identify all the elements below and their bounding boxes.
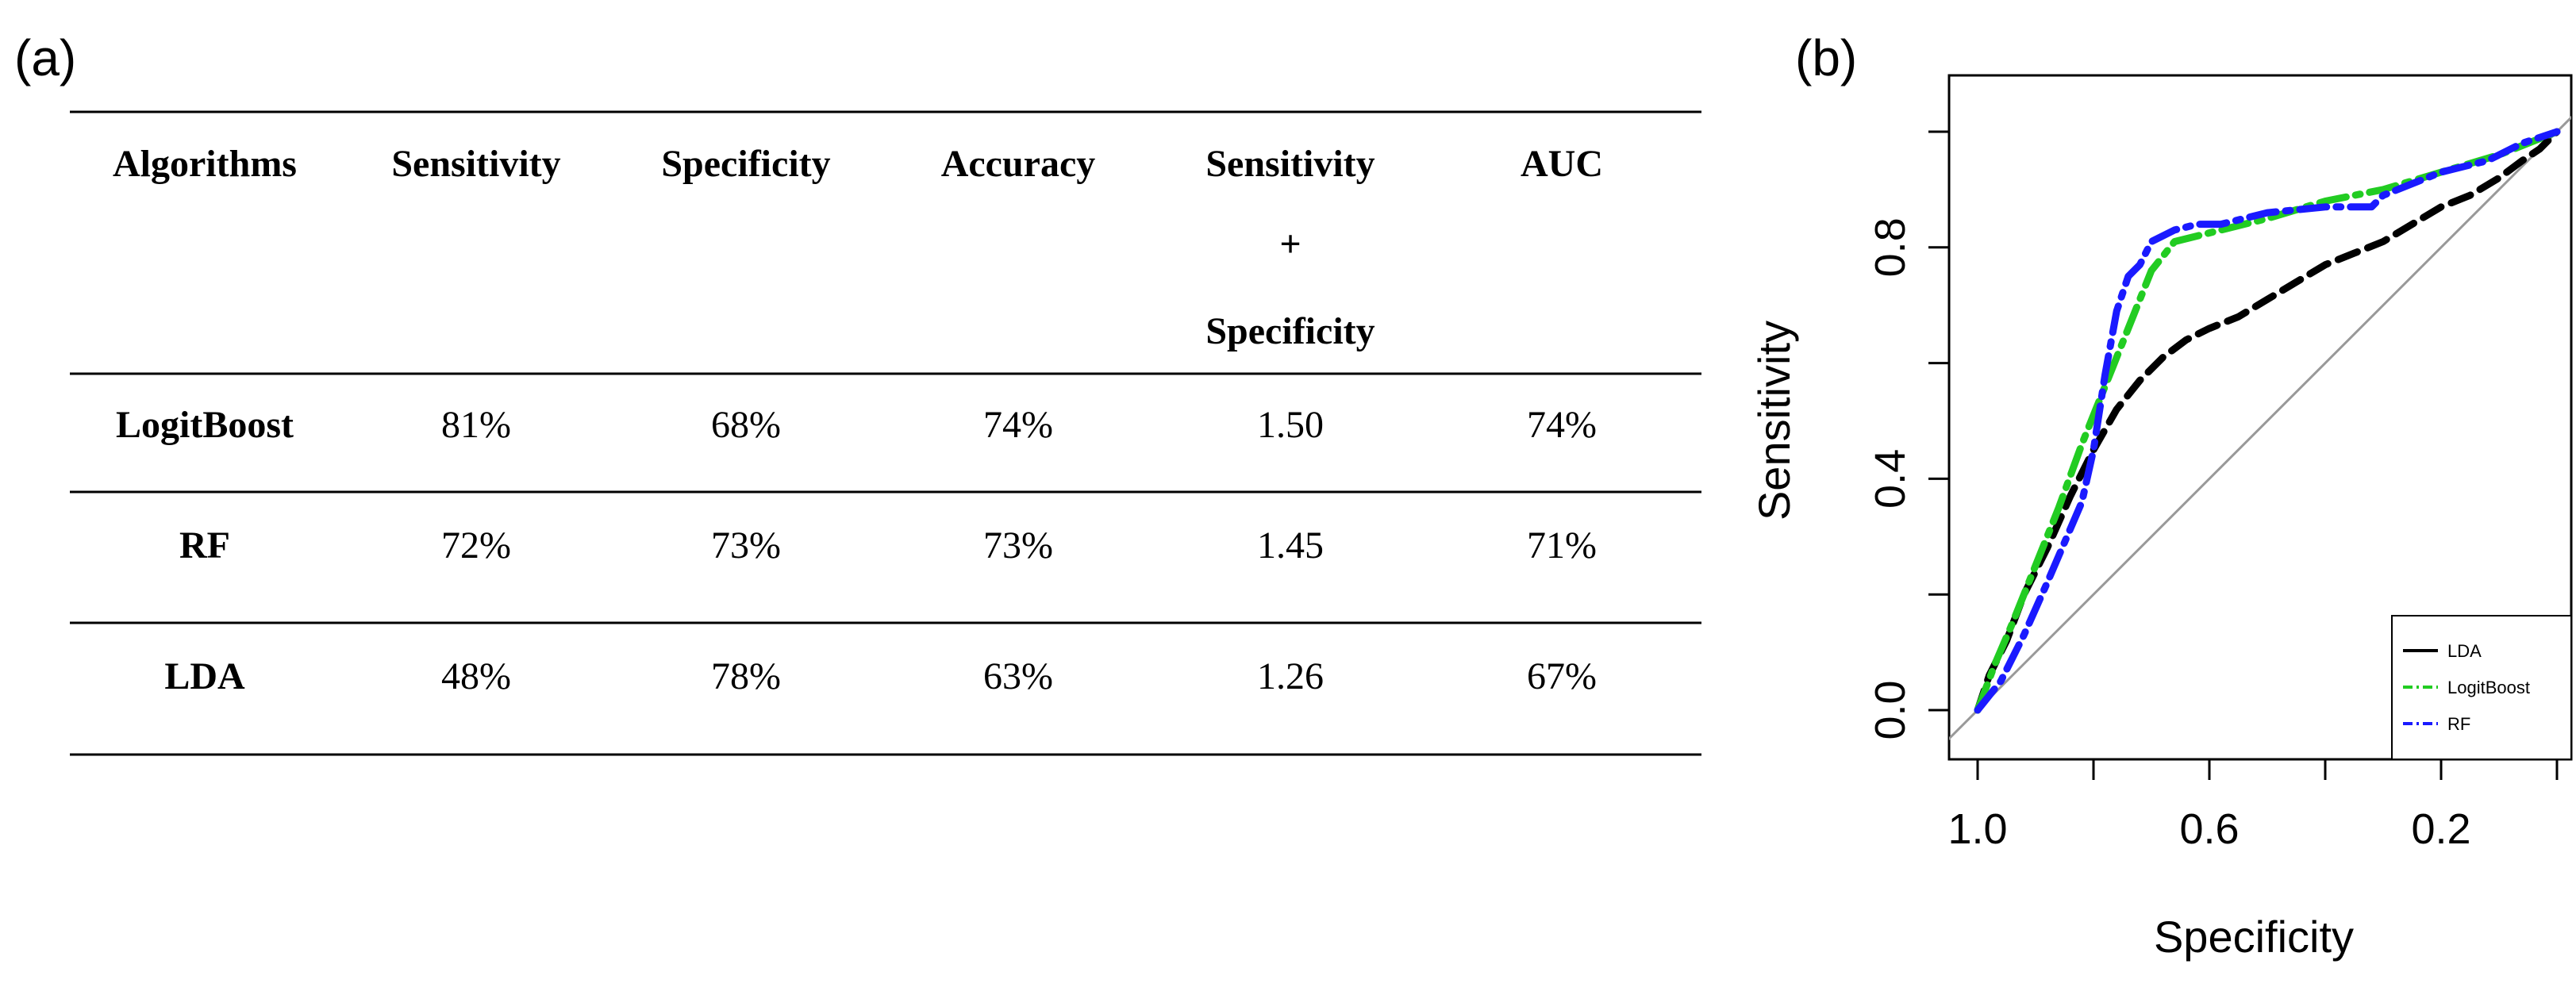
legend-item-label: LDA [2447, 641, 2482, 661]
legend-item-label: LogitBoost [2447, 678, 2530, 697]
y-tick-label: 0.0 [1867, 680, 1914, 739]
series-line-rf [1974, 128, 2561, 714]
x-tick-label: 0.2 [2411, 805, 2470, 853]
cell-specificity: 68% [711, 404, 781, 446]
cell-accuracy: 63% [983, 655, 1053, 697]
cell-sens-plus-spec: 1.26 [1257, 655, 1324, 697]
header-specificity: Specificity [661, 143, 830, 185]
cell-specificity: 73% [711, 524, 781, 567]
results-table: Algorithms Sensitivity Specificity Accur… [70, 110, 1701, 756]
cell-sensitivity: 48% [441, 655, 511, 697]
header-sensitivity: Sensitivity [391, 143, 560, 185]
header-sens-spec-plus: + [1279, 223, 1301, 265]
cell-sensitivity: 81% [441, 404, 511, 446]
legend-item-label: RF [2447, 714, 2470, 734]
x-axis-title: Specificity [2154, 912, 2354, 962]
roc-chart: 0.0 0.4 0.8 1.0 0.6 0.2 Specificity Sensitivity… [1749, 74, 2573, 962]
legend-box [2391, 615, 2572, 760]
header-sens-spec-line3: Specificity [1205, 310, 1375, 352]
x-tick-label: 0.6 [2179, 805, 2239, 853]
y-axis-title: Sensitivity [1749, 321, 1799, 520]
header-accuracy: Accuracy [941, 143, 1096, 185]
table-row: RF 72% 73% 73% 1.45 71% [179, 524, 1597, 567]
series-layer [1949, 115, 2571, 740]
plot-frame [1947, 74, 2573, 761]
chart-legend: LDA LogitBoost RF [2391, 615, 2572, 760]
cell-auc: 71% [1527, 524, 1597, 567]
cell-sens-plus-spec: 1.45 [1257, 524, 1324, 567]
reference-diagonal-line [1949, 115, 2571, 740]
cell-specificity: 78% [711, 655, 781, 697]
table-row: LogitBoost 81% 68% 74% 1.50 74% [116, 404, 1597, 446]
panel-b-label: (b) [1795, 29, 1858, 86]
cell-algorithm: LogitBoost [116, 404, 294, 446]
y-tick-label: 0.8 [1867, 217, 1914, 277]
panel-a-label: (a) [14, 29, 77, 86]
cell-auc: 67% [1527, 655, 1597, 697]
cell-algorithm: RF [179, 524, 230, 567]
cell-sens-plus-spec: 1.50 [1257, 404, 1324, 446]
series-line-lda [1974, 128, 2561, 714]
axes-layer: 0.0 0.4 0.8 1.0 0.6 0.2 Specificity Sensitivity [1749, 130, 2559, 962]
cell-sensitivity: 72% [441, 524, 511, 567]
header-algorithms: Algorithms [113, 143, 297, 185]
header-sens-spec-line1: Sensitivity [1205, 143, 1375, 185]
cell-accuracy: 73% [983, 524, 1053, 567]
table-row: LDA 48% 78% 63% 1.26 67% [164, 655, 1597, 697]
y-tick-label: 0.4 [1867, 449, 1914, 509]
header-auc: AUC [1521, 143, 1603, 185]
cell-accuracy: 74% [983, 404, 1053, 446]
x-tick-label: 1.0 [1947, 805, 2007, 853]
cell-algorithm: LDA [164, 655, 245, 697]
cell-auc: 74% [1527, 404, 1597, 446]
